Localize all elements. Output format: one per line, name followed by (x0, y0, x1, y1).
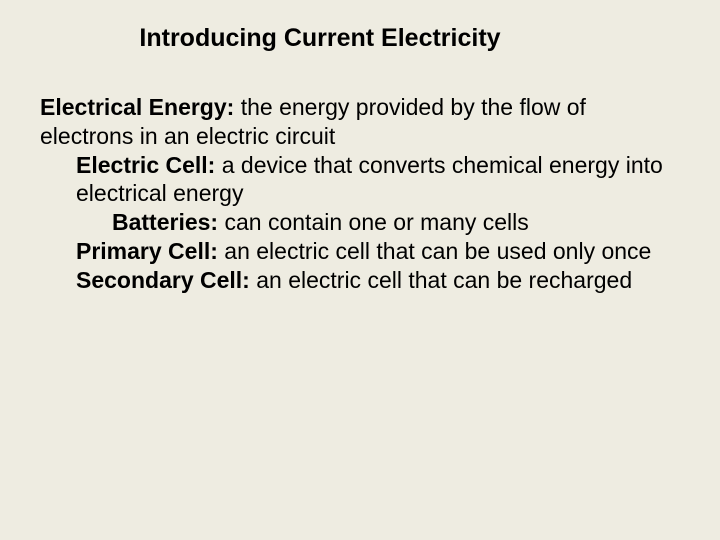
definitions-list: Electrical Energy: the energy provided b… (40, 93, 680, 294)
term: Secondary Cell: (76, 267, 250, 293)
definition-text: an electric cell that can be used only o… (218, 238, 651, 264)
definition-item: Electric Cell: a device that converts ch… (76, 151, 680, 209)
term: Electrical Energy: (40, 94, 234, 120)
page-title: Introducing Current Electricity (40, 24, 680, 53)
definition-text: an electric cell that can be recharged (250, 267, 632, 293)
term: Primary Cell: (76, 238, 218, 264)
definition-item: Secondary Cell: an electric cell that ca… (76, 266, 680, 295)
term: Electric Cell: (76, 152, 215, 178)
definition-item: Batteries: can contain one or many cells (112, 208, 680, 237)
definition-item: Electrical Energy: the energy provided b… (40, 93, 680, 151)
term: Batteries: (112, 209, 218, 235)
definition-text: can contain one or many cells (218, 209, 529, 235)
definition-item: Primary Cell: an electric cell that can … (76, 237, 680, 266)
